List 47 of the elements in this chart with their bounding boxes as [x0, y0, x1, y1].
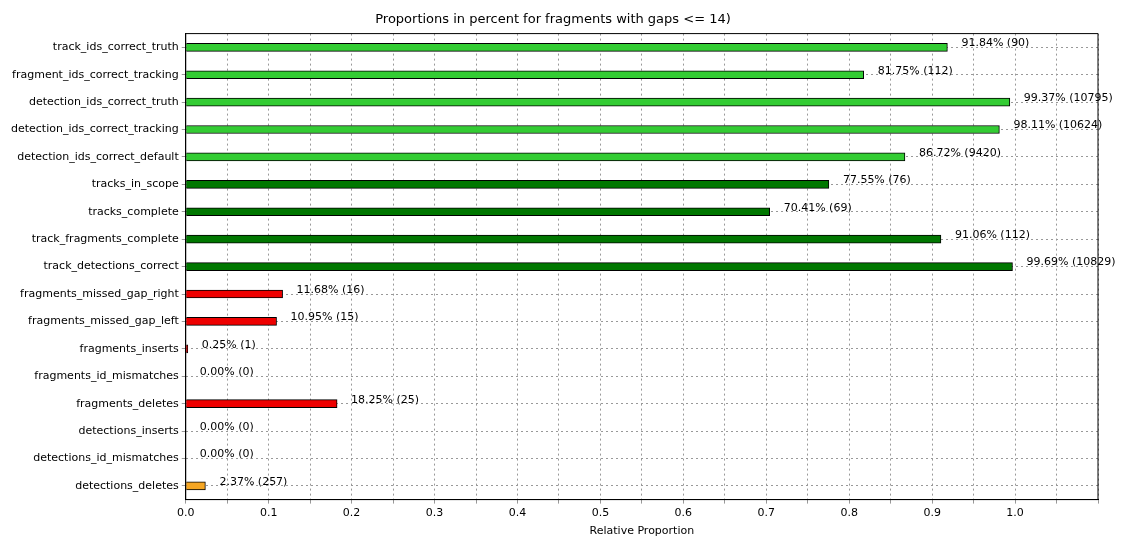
data-label: 77.55% (76) [842, 173, 911, 187]
data-label: 0.00% (0) [199, 365, 254, 379]
y-tick-label: tracks_in_scope [91, 177, 179, 191]
y-tick-label: fragments_deletes [76, 396, 179, 410]
data-label: 81.75% (112) [877, 63, 953, 77]
x-tick-label: 1.0 [1006, 506, 1024, 520]
data-label: 91.84% (90) [961, 36, 1030, 50]
y-tick-label: fragment_ids_correct_tracking [12, 67, 179, 81]
data-label: 86.72% (9420) [918, 145, 1001, 159]
y-tick-label: detection_ids_correct_truth [28, 94, 179, 108]
x-tick-label: 0.1 [259, 506, 278, 520]
data-label: 70.41% (69) [783, 200, 852, 214]
y-tick-label: detections_deletes [75, 478, 179, 492]
data-label: 18.25% (25) [351, 392, 420, 406]
data-label: 0.00% (0) [199, 447, 254, 461]
y-tick-label: tracks_complete [88, 204, 179, 218]
y-tick-label: track_fragments_complete [31, 232, 179, 246]
x-tick-label: 0.7 [757, 506, 776, 520]
data-label: 91.06% (112) [954, 228, 1030, 242]
y-tick-label: detections_inserts [78, 423, 179, 437]
x-tick-label: 0.8 [840, 506, 858, 520]
y-tick-label: fragments_missed_gap_left [28, 314, 180, 328]
y-tick-label: fragments_missed_gap_right [20, 286, 180, 300]
data-label: 98.11% (10624) [1013, 118, 1103, 132]
data-label: 0.00% (0) [199, 419, 254, 433]
x-tick-label: 0.5 [591, 506, 610, 520]
data-label: 11.68% (16) [296, 282, 365, 296]
y-tick-label: fragments_id_mismatches [34, 369, 179, 383]
data-label: 0.25% (1) [201, 337, 256, 351]
x-axis-title: Relative Proportion [589, 524, 695, 538]
y-tick-label: fragments_inserts [79, 341, 179, 355]
y-tick-label: track_detections_correct [43, 259, 180, 273]
y-tick-label: detections_id_mismatches [33, 451, 179, 465]
x-tick-label: 0.4 [508, 506, 527, 520]
x-tick-label: 0.2 [342, 506, 361, 520]
y-tick-label: detection_ids_correct_default [17, 149, 180, 163]
y-tick-label: detection_ids_correct_tracking [10, 122, 179, 136]
x-tick-label: 0.9 [923, 506, 941, 520]
chart-title: Proportions in percent for fragments with gaps <= 14) [375, 11, 731, 27]
y-tick-label: track_ids_correct_truth [52, 40, 179, 54]
data-label: 2.37% (257) [219, 474, 288, 488]
x-tick-label: 0.3 [425, 506, 444, 520]
data-label: 99.69% (10829) [1026, 255, 1116, 269]
x-tick-label: 0.6 [674, 506, 693, 520]
data-label: 10.95% (15) [290, 310, 359, 324]
x-tick-label: 0.0 [176, 506, 195, 520]
data-label: 99.37% (10795) [1023, 90, 1113, 104]
